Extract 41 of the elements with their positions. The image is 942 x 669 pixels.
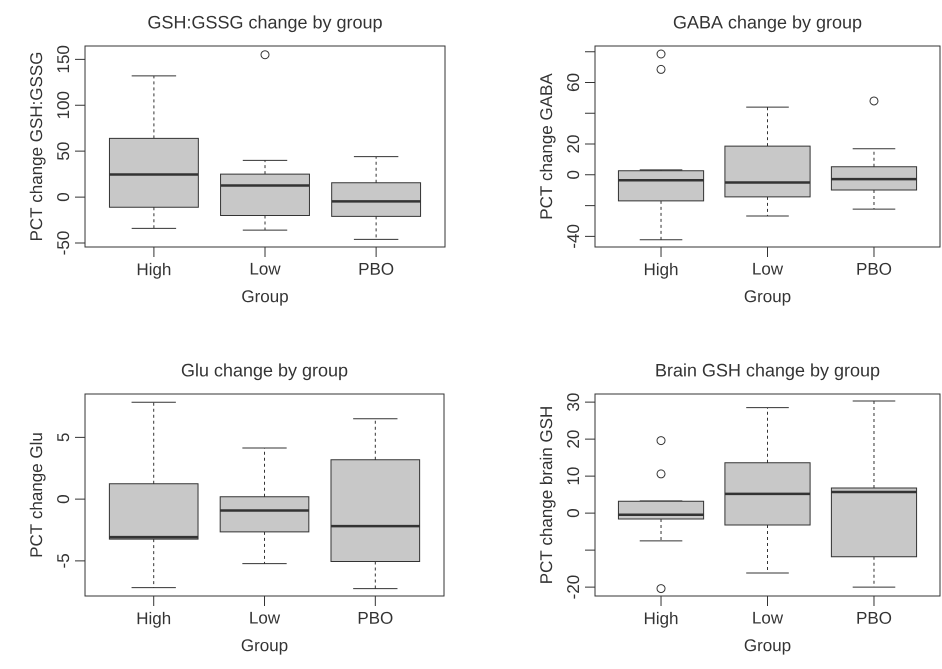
y-tick-label: 20 bbox=[567, 135, 580, 153]
x-tick-label: High bbox=[138, 262, 170, 279]
y-tick-label: 30 bbox=[567, 393, 580, 411]
x-axis-title: Group bbox=[744, 639, 790, 655]
y-tick-label: 0 bbox=[57, 193, 70, 202]
chart-title: GABA change by group bbox=[674, 15, 862, 32]
y-axis-title: PCT change Glu bbox=[30, 433, 46, 556]
x-tick-label: PBO bbox=[857, 612, 892, 624]
y-tick-label: 0 bbox=[567, 509, 580, 518]
x-tick-label: Low bbox=[753, 262, 784, 275]
y-tick-label: -20 bbox=[567, 575, 580, 599]
y-tick-label: 50 bbox=[57, 142, 70, 160]
y-tick-label: -50 bbox=[57, 231, 70, 255]
y-tick-label: 150 bbox=[57, 46, 70, 72]
y-tick-label: 100 bbox=[57, 92, 70, 118]
y-tick-label: 5 bbox=[57, 433, 70, 442]
chart-title: Brain GSH change by group bbox=[656, 363, 880, 380]
y-tick-label: -40 bbox=[567, 224, 580, 248]
x-tick-label: High bbox=[644, 262, 678, 279]
y-tick-label: 10 bbox=[567, 467, 580, 484]
chart-title: GSH:GSSG change by group bbox=[148, 15, 382, 32]
x-tick-label: Low bbox=[753, 612, 784, 624]
x-tick-label: Low bbox=[250, 262, 281, 275]
y-tick-label: 20 bbox=[567, 430, 580, 448]
x-axis-title: Group bbox=[242, 639, 288, 655]
x-tick-label: Low bbox=[250, 612, 280, 624]
y-tick-label: 0 bbox=[567, 170, 580, 179]
y-axis-title: PCT change brain GSH bbox=[540, 407, 556, 583]
x-axis-title: Group bbox=[744, 290, 790, 306]
x-tick-label: High bbox=[644, 612, 678, 628]
y-tick-label: 60 bbox=[567, 74, 580, 92]
x-tick-label: PBO bbox=[358, 612, 392, 624]
x-tick-label: High bbox=[138, 612, 170, 628]
x-tick-label: PBO bbox=[857, 262, 892, 275]
y-tick-label: 0 bbox=[57, 495, 70, 504]
x-axis-title: Group bbox=[242, 290, 288, 306]
y-axis-title: PCT change GSH:GSSG bbox=[30, 52, 46, 240]
chart-title: Glu change by group bbox=[182, 363, 348, 380]
y-tick-label: -5 bbox=[57, 554, 70, 568]
y-axis-title: PCT change GABA bbox=[540, 73, 556, 218]
x-tick-label: PBO bbox=[360, 262, 394, 275]
